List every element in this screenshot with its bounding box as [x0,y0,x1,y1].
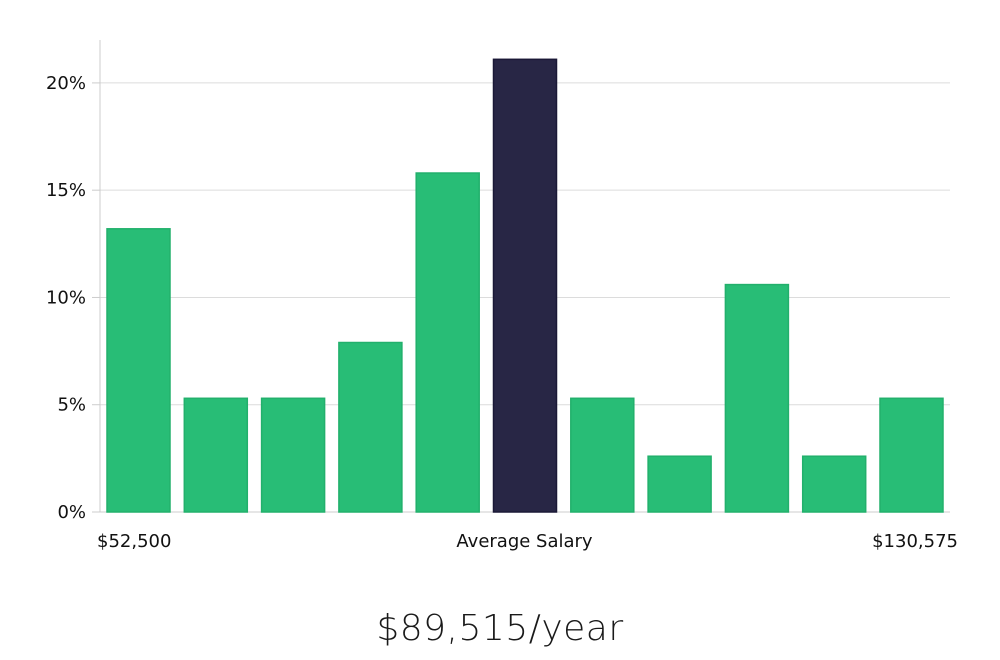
bar-4[interactable] [338,341,403,513]
y-tick-label-20: 20% [46,73,86,94]
bar-10[interactable] [801,455,867,513]
x-axis-labels: $52,500 Average Salary $130,575 [97,531,958,552]
x-label-min: $52,500 [97,531,171,552]
bar-9[interactable] [724,283,790,513]
bar-average-salary[interactable] [492,58,558,513]
y-tick-label-15: 15% [46,180,86,201]
average-salary-value: $89,515/year [376,608,624,649]
bars [106,58,944,513]
x-label-average: Average Salary [456,531,593,552]
bar-11[interactable] [879,397,944,513]
y-tick-label-10: 10% [46,287,86,308]
bar-3[interactable] [260,397,326,513]
y-tick-labels: 0% 5% 10% 15% 20% [46,73,86,523]
y-tick-label-5: 5% [57,395,86,416]
bar-7[interactable] [570,397,635,513]
bar-5[interactable] [415,172,480,513]
bar-2[interactable] [183,397,249,513]
x-label-max: $130,575 [872,531,958,552]
bar-1[interactable] [106,228,171,513]
y-tick-label-0: 0% [57,502,86,523]
bar-8[interactable] [647,455,712,513]
salary-histogram: 0% 5% 10% 15% 20% $52,500 Average Salary $13… [46,40,958,552]
